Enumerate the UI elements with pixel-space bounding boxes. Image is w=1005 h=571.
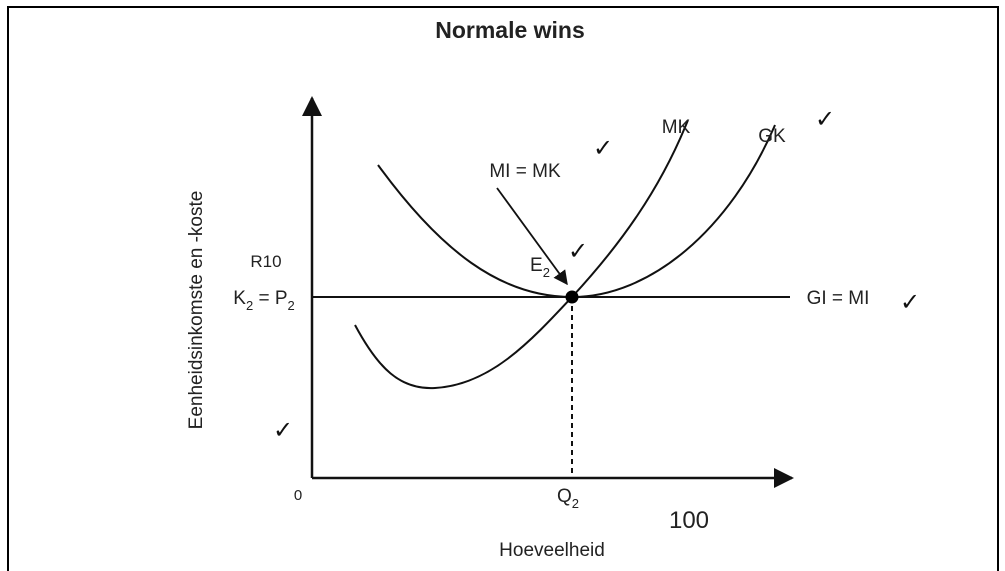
eq-p: = P bbox=[253, 288, 287, 309]
sub: 2 bbox=[288, 298, 295, 313]
x-axis-label: Hoeveelheid bbox=[499, 540, 605, 561]
k2-p2-label: K2 = P2 bbox=[233, 288, 294, 313]
title: Normale wins bbox=[435, 17, 585, 43]
gk-curve bbox=[377, 124, 776, 299]
pointer-arrow bbox=[496, 187, 568, 286]
r10-label: R10 bbox=[250, 252, 281, 271]
check: ✓ bbox=[593, 135, 613, 162]
e2-label: E2 bbox=[530, 255, 550, 280]
y-axis-label: Eenheidsinkomste en -koste bbox=[186, 191, 207, 430]
sub: 2 bbox=[246, 298, 253, 313]
gk-label: GK bbox=[758, 126, 786, 147]
check: ✓ bbox=[815, 106, 835, 133]
e: E bbox=[530, 255, 543, 276]
hundred-label: 100 bbox=[669, 507, 709, 534]
sub: 2 bbox=[543, 265, 550, 280]
q: Q bbox=[557, 486, 572, 507]
check: ✓ bbox=[900, 289, 920, 316]
check: ✓ bbox=[568, 238, 588, 265]
sub: 2 bbox=[572, 496, 579, 511]
check: ✓ bbox=[273, 417, 293, 444]
gi-mi-label: GI = MI bbox=[807, 288, 870, 309]
origin-label: 0 bbox=[294, 487, 302, 504]
mi-mk-label: MI = MK bbox=[489, 161, 561, 182]
q2-label: Q2 bbox=[557, 486, 579, 511]
mk-label: MK bbox=[662, 117, 691, 138]
equilibrium-point bbox=[565, 290, 579, 304]
mk-curve bbox=[354, 119, 689, 390]
k: K bbox=[233, 288, 246, 309]
frame bbox=[7, 6, 999, 571]
